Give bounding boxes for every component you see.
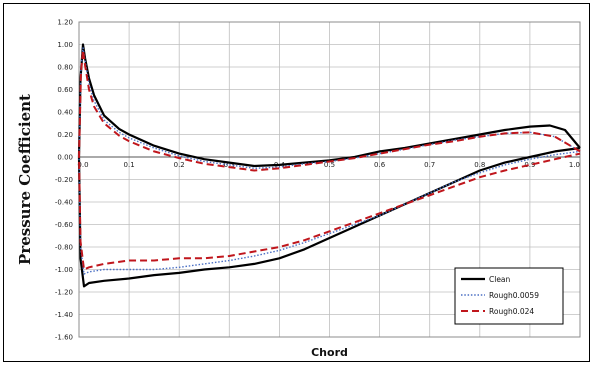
y-tick-label: -0.20 [55, 176, 73, 184]
x-axis-label: Chord [311, 346, 348, 359]
legend: Clean Rough0.0059 Rough0.024 [454, 267, 564, 325]
y-axis-label: Pressure Coefficient [16, 94, 34, 265]
x-tick-label: 0.8 [474, 161, 485, 169]
x-tick-label: 0.5 [324, 161, 335, 169]
y-tick-label: -0.40 [55, 199, 73, 207]
y-tick-label: 0.20 [57, 131, 73, 139]
series-line-clean [77, 43, 581, 288]
y-tick-label: 0.80 [57, 64, 73, 72]
x-tick-label: 0.9 [524, 161, 535, 169]
x-tick-label: 0.6 [374, 161, 386, 169]
x-tick-labels: 0.0 0.1 0.2 0.3 0.4 0.5 0.6 0.7 0.8 0.9 1.0 [77, 161, 580, 169]
y-tick-label: -1.60 [55, 334, 73, 342]
x-tick-label: 0.1 [124, 161, 135, 169]
legend-box [454, 267, 564, 325]
legend-label: Rough0.024 [489, 307, 534, 316]
y-tick-label: 0.60 [57, 86, 73, 94]
y-tick-label: -0.80 [55, 244, 73, 252]
series-line-rough0-024 [78, 49, 581, 271]
legend-label: Clean [489, 275, 511, 284]
x-tick-label: 1.0 [569, 161, 580, 169]
y-tick-label: -0.60 [55, 221, 73, 229]
x-tick-label: 0.0 [77, 161, 88, 169]
y-tick-label: -1.40 [55, 311, 73, 319]
y-tick-label: 0.00 [57, 154, 73, 162]
y-tick-label: -1.20 [55, 289, 73, 297]
y-tick-label: -1.00 [55, 266, 73, 274]
x-tick-label: 0.3 [224, 161, 235, 169]
x-tick-label: 0.7 [424, 161, 435, 169]
series-lines [77, 43, 581, 288]
y-tick-label: 1.20 [57, 19, 73, 27]
x-tick-label: 0.2 [174, 161, 185, 169]
y-tick-label: 1.00 [57, 41, 73, 49]
y-tick-labels: 1.20 1.00 0.80 0.60 0.40 0.20 0.00 -0.20 -0.40 -0… [55, 19, 73, 342]
y-tick-label: 0.40 [57, 109, 73, 117]
legend-label: Rough0.0059 [489, 291, 539, 300]
